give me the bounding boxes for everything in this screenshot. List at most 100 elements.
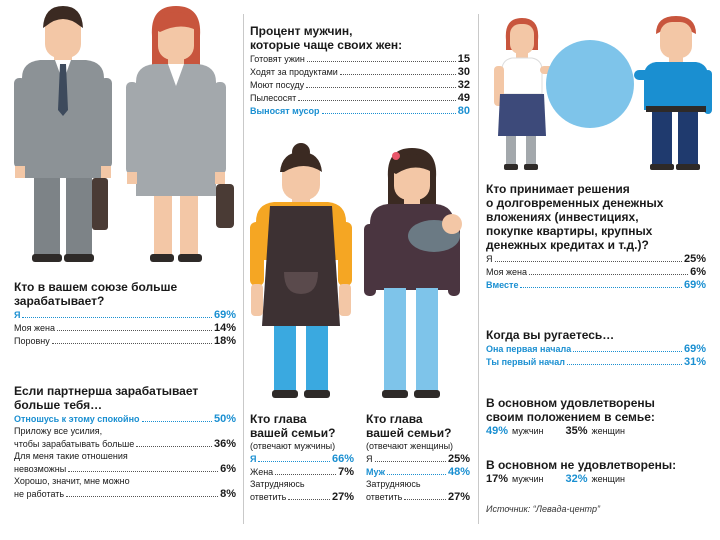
q7-row-label: Ты первый начал bbox=[486, 357, 565, 367]
q1-title-line1: Кто в вашем союзе больше bbox=[14, 280, 178, 294]
q2-block: Если партнерша зарабатывает больше тебя…… bbox=[14, 384, 236, 500]
q6-title-line4: покупке квартиры, крупных bbox=[486, 224, 653, 238]
q9-values: 17% мужчин 32% женщин bbox=[486, 472, 706, 486]
q9-men-value: 17% bbox=[486, 473, 509, 485]
q2-row-label: чтобы зарабатывать больше bbox=[14, 439, 135, 449]
q6-row-value: 69% bbox=[683, 279, 706, 291]
woman-with-baby-figure bbox=[364, 148, 462, 398]
q5-row-value: 27% bbox=[447, 491, 470, 503]
q5-row-label: Муж bbox=[366, 467, 385, 477]
q2-title-line2: больше тебя… bbox=[14, 398, 103, 412]
q6-row-value: 25% bbox=[683, 253, 706, 265]
q5-subtitle: (отвечают женщины) bbox=[366, 441, 454, 451]
q9-women-label: женщин bbox=[591, 474, 625, 484]
q7-row: Она первая начала 69% bbox=[486, 343, 706, 355]
q3-row: Моют посуду 32 bbox=[250, 79, 470, 91]
q5-row-value: 25% bbox=[447, 453, 470, 465]
businesswoman-figure bbox=[126, 6, 234, 262]
q6-row: Вместе 69% bbox=[486, 279, 706, 291]
q1-row-label: Поровну bbox=[14, 336, 50, 346]
q9-block: В основном не удовлетворены: 17% мужчин … bbox=[486, 458, 706, 486]
q3-row-value: 49 bbox=[457, 92, 470, 104]
column-divider-left bbox=[243, 14, 244, 524]
q6-title-line1: Кто принимает решения bbox=[486, 182, 630, 196]
q5-block: Кто глава вашей семьи? (отвечают женщины… bbox=[366, 412, 470, 503]
q7-row-value: 31% bbox=[683, 356, 706, 368]
q3-row-value: 32 bbox=[457, 79, 470, 91]
q1-row: Моя жена 14% bbox=[14, 322, 236, 334]
q9-women-value: 32% bbox=[565, 473, 588, 485]
q3-row-label: Готовят ужин bbox=[250, 54, 305, 64]
q7-title: Когда вы ругаетесь… bbox=[486, 328, 615, 342]
q4-title-line2: вашей семьи? bbox=[250, 426, 336, 440]
q4-row-value: 7% bbox=[338, 466, 354, 478]
q3-row-value: 30 bbox=[457, 66, 470, 78]
q2-row: Отношусь к этому спокойно 50% bbox=[14, 413, 236, 425]
q2-row-value: 6% bbox=[220, 463, 236, 475]
q3-row-label: Пылесосят bbox=[250, 93, 297, 103]
q8-title-line1: В основном удовлетворены bbox=[486, 396, 655, 410]
q3-row-label: Выносят мусор bbox=[250, 106, 320, 116]
q1-row: Поровну 18% bbox=[14, 335, 236, 347]
man-in-apron-figure bbox=[250, 143, 352, 398]
q8-women-value: 35% bbox=[565, 425, 588, 437]
q6-row: Моя жена 6% bbox=[486, 266, 706, 278]
q4-row-label: Я bbox=[250, 454, 257, 464]
q3-row-value: 80 bbox=[457, 105, 470, 117]
q2-row-text: Приложу все усилия, bbox=[14, 426, 103, 436]
q2-row-value: 36% bbox=[213, 438, 236, 450]
q8-block: В основном удовлетворены своим положение… bbox=[486, 396, 706, 438]
q3-row-label: Ходят за продуктами bbox=[250, 67, 338, 77]
q5-row-value: 48% bbox=[447, 466, 470, 478]
q3-row: Выносят мусор 80 bbox=[250, 105, 470, 117]
q5-title-line1: Кто глава bbox=[366, 412, 423, 426]
q3-row-value: 15 bbox=[457, 53, 470, 65]
businessman-figure bbox=[14, 6, 112, 262]
q6-row: Я 25% bbox=[486, 253, 706, 265]
q5-row: Муж 48% bbox=[366, 466, 470, 478]
q3-row: Готовят ужин 15 bbox=[250, 53, 470, 65]
q3-title-line1: Процент мужчин, bbox=[250, 24, 353, 38]
q1-row-label: Моя жена bbox=[14, 323, 55, 333]
q9-men-label: мужчин bbox=[512, 474, 544, 484]
q5-row-label: ответить bbox=[366, 492, 403, 502]
q2-row-label: Отношусь к этому спокойно bbox=[14, 414, 140, 424]
q1-row-value: 69% bbox=[213, 309, 236, 321]
q2-row: невозможны 6% bbox=[14, 463, 236, 475]
woman-figure bbox=[494, 18, 556, 170]
q4-row: Я 66% bbox=[250, 453, 354, 465]
business-couple-illustration bbox=[14, 6, 234, 262]
q8-men-label: мужчин bbox=[512, 426, 544, 436]
q7-row-value: 69% bbox=[683, 343, 706, 355]
q3-row: Пылесосят 49 bbox=[250, 92, 470, 104]
q4-title-line1: Кто глава bbox=[250, 412, 307, 426]
q2-row-value: 50% bbox=[213, 413, 236, 425]
q4-block: Кто глава вашей семьи? (отвечают мужчины… bbox=[250, 412, 354, 503]
couple-with-ball-illustration bbox=[494, 16, 712, 170]
q2-row: чтобы зарабатывать больше 36% bbox=[14, 438, 236, 450]
q4-row: Жена 7% bbox=[250, 466, 354, 478]
man-figure bbox=[634, 16, 712, 170]
q2-row: не работать 8% bbox=[14, 488, 236, 500]
q2-row-text: Хорошо, значит, мне можно bbox=[14, 476, 130, 486]
q5-title-line2: вашей семьи? bbox=[366, 426, 452, 440]
q1-row-label: Я bbox=[14, 310, 21, 320]
q2-row-label: невозможны bbox=[14, 464, 67, 474]
q8-title-line2: своим положением в семье: bbox=[486, 410, 655, 424]
q6-row-label: Вместе bbox=[486, 280, 519, 290]
q8-women-label: женщин bbox=[591, 426, 625, 436]
q4-row-label: Жена bbox=[250, 467, 274, 477]
q4-subtitle: (отвечают мужчины) bbox=[250, 441, 336, 451]
q4-row-value: 66% bbox=[331, 453, 354, 465]
q6-block: Кто принимает решения о долговременных д… bbox=[486, 182, 706, 291]
q6-row-label: Я bbox=[486, 254, 493, 264]
q1-title-line2: зарабатывает? bbox=[14, 294, 105, 308]
column-divider-right bbox=[478, 14, 479, 524]
q7-row: Ты первый начал 31% bbox=[486, 356, 706, 368]
q5-row-label: Я bbox=[366, 454, 373, 464]
q5-row-text: Затрудняюсь bbox=[366, 479, 421, 489]
q1-row-value: 14% bbox=[213, 322, 236, 334]
q3-title-line2: которые чаще своих жен: bbox=[250, 38, 403, 52]
q8-men-value: 49% bbox=[486, 425, 509, 437]
